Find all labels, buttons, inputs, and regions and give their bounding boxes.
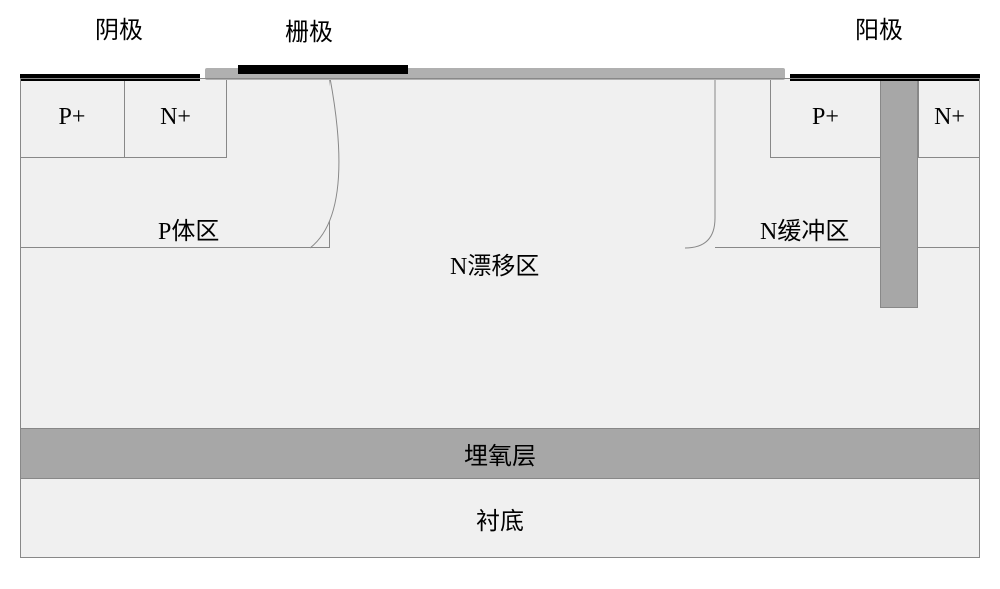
n-plus-left-label: N+ (160, 104, 191, 131)
trench-region (880, 78, 918, 308)
n-buffer-label: N缓冲区 (760, 211, 849, 246)
p-plus-right-label: P+ (812, 104, 839, 131)
n-plus-right: N+ (918, 78, 980, 158)
diagram-wrapper: 阴极 栅极 阳极 衬底 埋氧层 P+ N+ P+ N+ (20, 10, 980, 570)
substrate-label: 衬底 (476, 501, 524, 536)
gate-electrode (238, 65, 408, 74)
n-drift-label: N漂移区 (450, 246, 539, 281)
n-plus-left: N+ (125, 78, 227, 158)
cathode-electrode (20, 74, 200, 81)
anode-electrode (790, 74, 980, 81)
substrate-layer: 衬底 (20, 478, 980, 558)
n-plus-right-label: N+ (934, 104, 965, 131)
p-body-label: P体区 (158, 211, 219, 246)
buried-oxide-layer: 埋氧层 (20, 428, 980, 478)
p-plus-right: P+ (770, 78, 880, 158)
p-plus-left: P+ (20, 78, 125, 158)
label-gate: 栅极 (285, 12, 333, 47)
p-plus-left-label: P+ (59, 104, 86, 131)
box-label: 埋氧层 (464, 436, 536, 471)
device-cross-section: 衬底 埋氧层 P+ N+ P+ N+ (20, 58, 980, 558)
label-cathode: 阴极 (95, 10, 143, 45)
label-anode: 阳极 (855, 10, 903, 45)
